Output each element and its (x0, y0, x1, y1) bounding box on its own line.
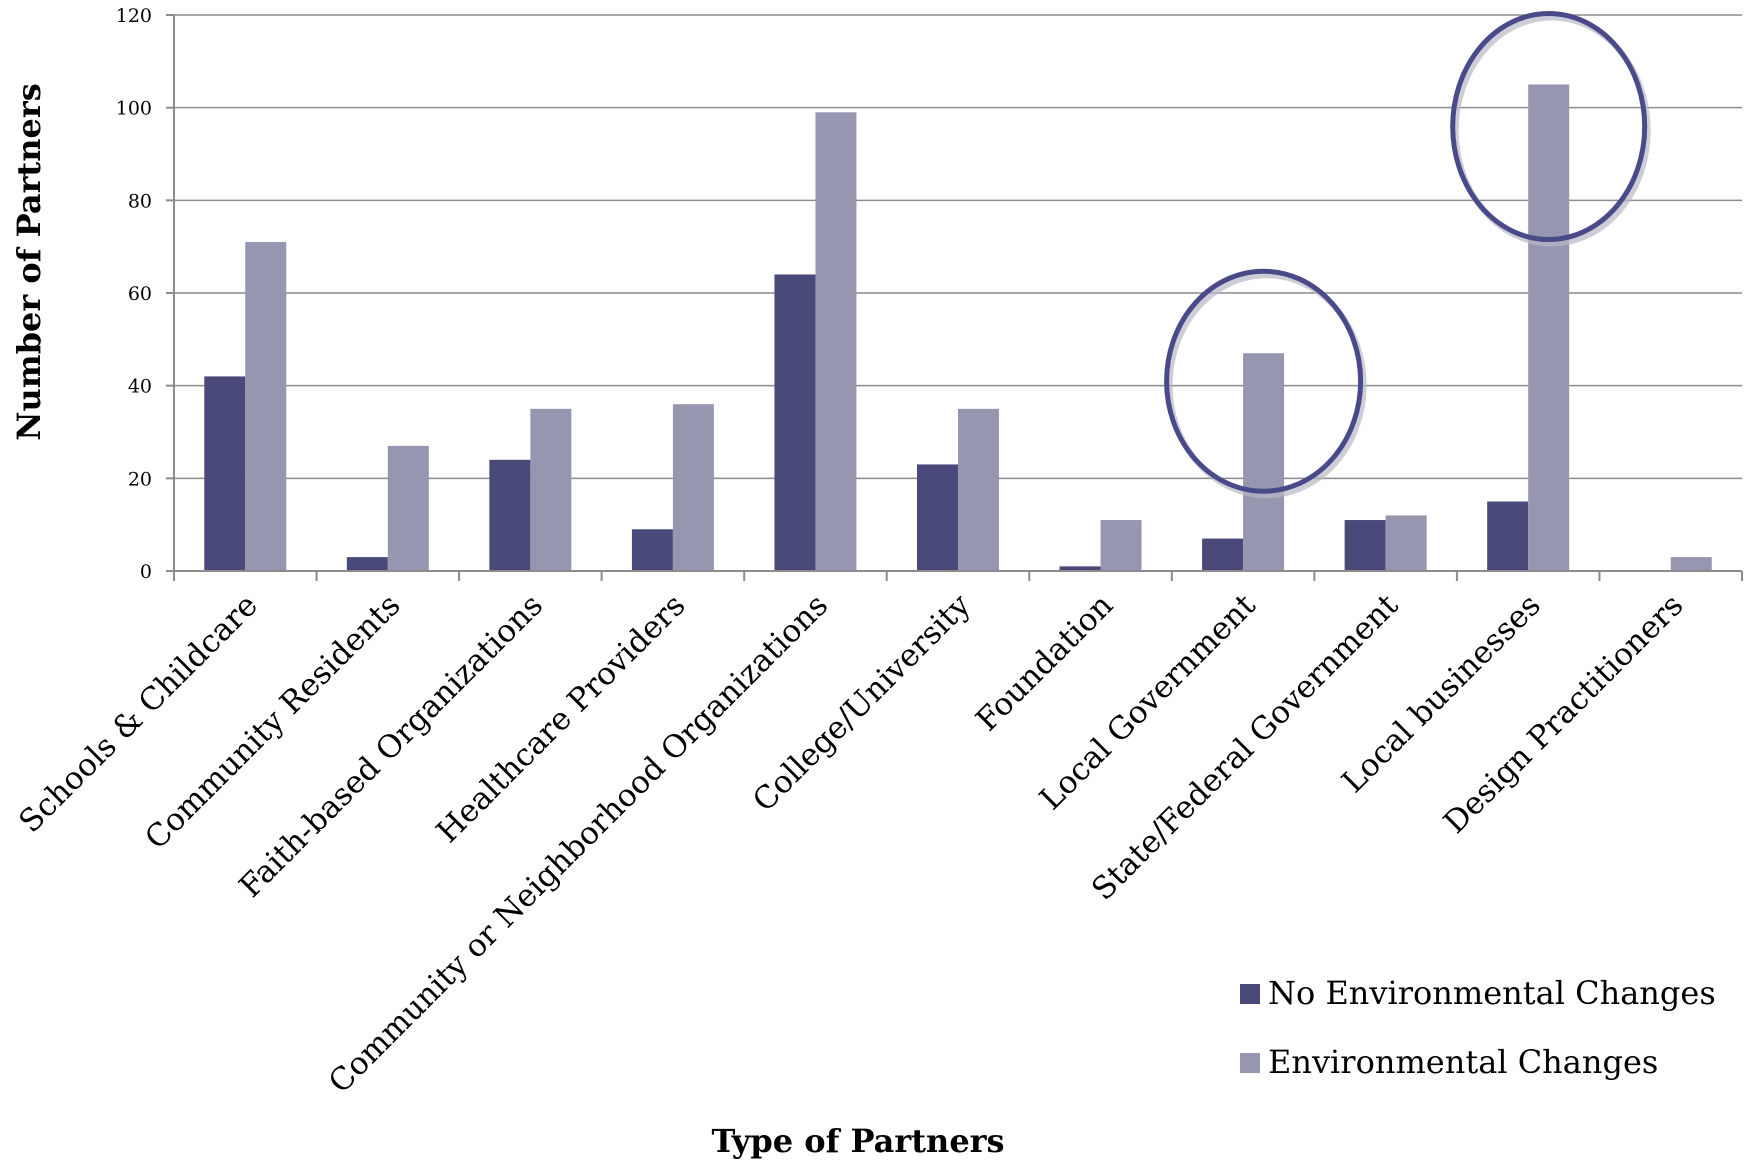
highlight-shadow-local-businesses (1452, 14, 1651, 247)
bar-college-university-no-environmental-changes (917, 464, 958, 571)
legend-swatch-no-environmental-changes (1240, 984, 1260, 1004)
bar-healthcare-providers-environmental-changes (672, 404, 714, 571)
highlight-ellipse-local-government (1164, 268, 1364, 494)
bar-foundation-environmental-changes (1100, 520, 1142, 571)
x-category-label-state-federal-government: State/Federal Government (1085, 587, 1406, 908)
bar-local-businesses-environmental-changes (1528, 84, 1570, 571)
y-tick-labels: 0 20 40 60 80 100 120 (116, 5, 152, 583)
bar-local-government-no-environmental-changes (1202, 538, 1244, 571)
legend-label-no-environmental-changes: No Environmental Changes (1268, 974, 1716, 1012)
y-tick-label-0: 0 (140, 561, 152, 583)
bar-faith-based-organizations-no-environmental-changes (489, 459, 531, 571)
bar-healthcare-providers-no-environmental-changes (631, 529, 673, 571)
bar-schools-childcare-no-environmental-changes (204, 376, 246, 571)
bar-college-university-environmental-changes (958, 408, 999, 571)
y-tick-label-40: 40 (128, 376, 152, 398)
x-category-label-design-practitioners: Design Practitioners (1437, 587, 1691, 841)
bar-foundation-no-environmental-changes (1059, 566, 1101, 571)
y-tick-label-60: 60 (128, 283, 152, 305)
bar-local-government-environmental-changes (1243, 353, 1285, 571)
legend: No Environmental Changes Environmental C… (1240, 974, 1716, 1081)
gridlines (166, 14, 1742, 572)
x-category-label-community-or-neighborhood-organizations: Community or Neighborhood Organizations (322, 587, 835, 1100)
bar-community-or-neighborhood-organizations-environmental-changes (815, 112, 857, 572)
bar-schools-childcare-environmental-changes (245, 242, 287, 572)
x-axis-title: Type of Partners (711, 1122, 1004, 1160)
bar-community-or-neighborhood-organizations-no-environmental-changes (774, 274, 816, 571)
highlight-shadow-local-government (1166, 272, 1367, 499)
bar-design-practitioners-environmental-changes (1670, 557, 1712, 571)
bar-community-residents-no-environmental-changes (346, 557, 388, 571)
y-axis-title: Number of Partners (10, 83, 48, 440)
x-category-label-community-residents: Community Residents (138, 587, 407, 856)
bar-community-residents-environmental-changes (387, 445, 429, 571)
y-tick-label-120: 120 (116, 5, 152, 27)
y-tick-label-20: 20 (128, 468, 152, 490)
highlight-ellipse-local-businesses (1450, 11, 1648, 242)
x-category-label-foundation: Foundation (969, 587, 1120, 738)
bar-state-federal-government-no-environmental-changes (1344, 520, 1386, 571)
bar-local-businesses-no-environmental-changes (1487, 501, 1529, 571)
x-category-label-faith-based-organizations: Faith-based Organizations (232, 587, 550, 905)
bar-state-federal-government-environmental-changes (1385, 515, 1427, 571)
y-tick-label-80: 80 (128, 190, 152, 212)
legend-swatch-environmental-changes (1240, 1053, 1260, 1073)
bar-faith-based-organizations-environmental-changes (530, 408, 572, 571)
x-category-label-schools-childcare: Schools & Childcare (12, 587, 265, 840)
legend-label-environmental-changes: Environmental Changes (1268, 1043, 1658, 1081)
x-category-label-healthcare-providers: Healthcare Providers (430, 587, 693, 850)
highlight-ellipses (1164, 11, 1651, 499)
axes (173, 15, 1743, 581)
bars (204, 84, 1712, 572)
y-tick-label-100: 100 (116, 98, 152, 120)
